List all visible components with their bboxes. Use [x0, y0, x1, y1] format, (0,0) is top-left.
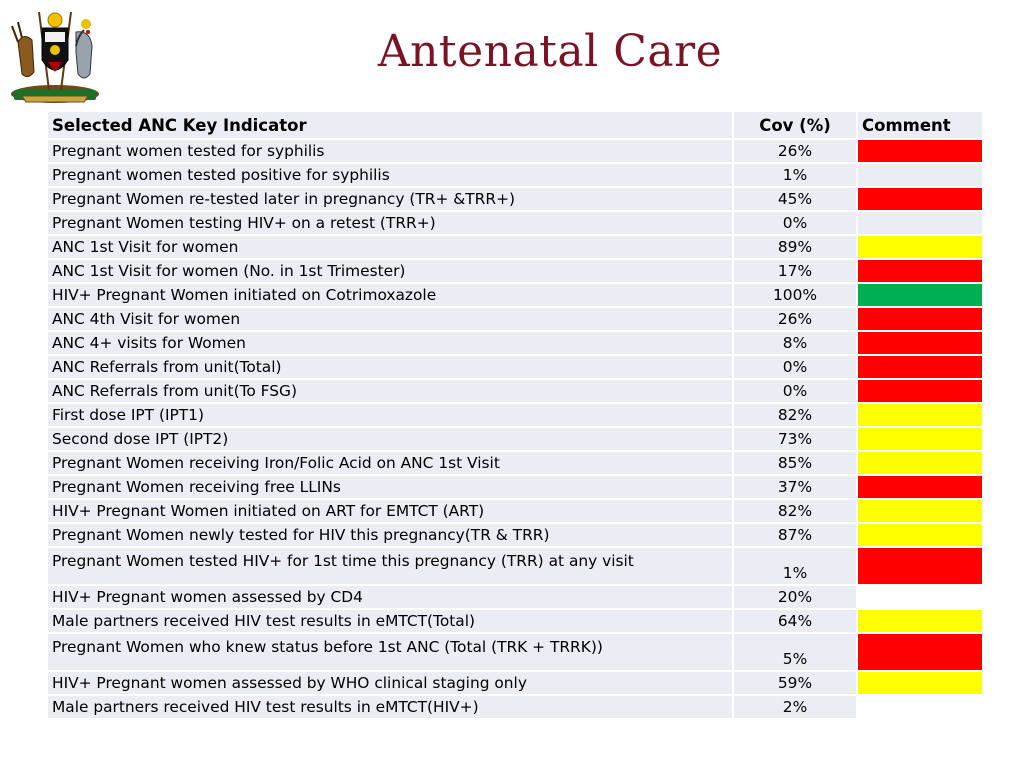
coverage-cell: 64% — [732, 610, 856, 634]
coverage-column-header: Cov (%) — [732, 112, 856, 140]
status-color-cell — [856, 332, 982, 356]
table-row: Pregnant Women newly tested for HIV this… — [48, 524, 982, 548]
coverage-cell: 45% — [732, 188, 856, 212]
status-color-cell — [856, 452, 982, 476]
indicator-cell: ANC 4th Visit for women — [48, 308, 732, 332]
indicator-cell: Second dose IPT (IPT2) — [48, 428, 732, 452]
comment-column-header: Comment — [856, 112, 982, 140]
indicator-cell: Pregnant Women receiving Iron/Folic Acid… — [48, 452, 732, 476]
coverage-cell: 5% — [732, 634, 856, 672]
indicator-cell: Male partners received HIV test results … — [48, 610, 732, 634]
page-title: Antenatal Care — [377, 26, 723, 77]
table-row: First dose IPT (IPT1) 82% — [48, 404, 982, 428]
status-color-cell — [856, 672, 982, 696]
status-color-cell — [856, 188, 982, 212]
table-row: Male partners received HIV test results … — [48, 696, 982, 720]
status-color-cell — [856, 500, 982, 524]
status-color-cell — [856, 380, 982, 404]
indicator-cell: First dose IPT (IPT1) — [48, 404, 732, 428]
indicator-cell: Pregnant Women tested HIV+ for 1st time … — [48, 548, 732, 586]
coverage-cell: 59% — [732, 672, 856, 696]
status-color-cell — [856, 356, 982, 380]
indicator-cell: ANC 1st Visit for women — [48, 236, 732, 260]
indicator-cell: Pregnant Women testing HIV+ on a retest … — [48, 212, 732, 236]
status-color-cell — [856, 610, 982, 634]
indicator-cell: HIV+ Pregnant Women initiated on Cotrimo… — [48, 284, 732, 308]
indicator-cell: HIV+ Pregnant women assessed by WHO clin… — [48, 672, 732, 696]
table-row: Pregnant women tested positive for syphi… — [48, 164, 982, 188]
status-color-cell — [856, 140, 982, 164]
coverage-cell: 89% — [732, 236, 856, 260]
coverage-cell: 0% — [732, 212, 856, 236]
indicator-cell: ANC 1st Visit for women (No. in 1st Trim… — [48, 260, 732, 284]
status-color-cell — [856, 476, 982, 500]
indicator-cell: Male partners received HIV test results … — [48, 696, 732, 720]
coverage-cell: 82% — [732, 500, 856, 524]
table-row: ANC Referrals from unit(Total) 0% — [48, 356, 982, 380]
coverage-cell: 20% — [732, 586, 856, 610]
indicator-cell: HIV+ Pregnant Women initiated on ART for… — [48, 500, 732, 524]
status-color-cell — [856, 548, 982, 586]
status-color-cell — [856, 404, 982, 428]
indicator-cell: Pregnant Women re-tested later in pregna… — [48, 188, 732, 212]
coverage-cell: 87% — [732, 524, 856, 548]
status-color-cell — [856, 164, 982, 188]
indicator-cell: Pregnant Women newly tested for HIV this… — [48, 524, 732, 548]
table-row: HIV+ Pregnant women assessed by CD4 20% — [48, 586, 982, 610]
status-color-cell — [856, 260, 982, 284]
status-color-cell — [856, 212, 982, 236]
table-row: HIV+ Pregnant Women initiated on Cotrimo… — [48, 284, 982, 308]
status-color-cell — [856, 634, 982, 672]
table-row: Pregnant Women receiving free LLINs 37% — [48, 476, 982, 500]
coverage-cell: 100% — [732, 284, 856, 308]
table-row: Pregnant women tested for syphilis 26% — [48, 140, 982, 164]
table-row: Pregnant Women tested HIV+ for 1st time … — [48, 548, 982, 586]
indicator-cell: ANC Referrals from unit(To FSG) — [48, 380, 732, 404]
indicator-cell: Pregnant women tested for syphilis — [48, 140, 732, 164]
table-row: Pregnant Women receiving Iron/Folic Acid… — [48, 452, 982, 476]
status-color-cell — [856, 428, 982, 452]
coverage-cell: 82% — [732, 404, 856, 428]
status-color-cell — [856, 236, 982, 260]
indicator-column-header: Selected ANC Key Indicator — [48, 112, 732, 140]
status-color-cell — [856, 284, 982, 308]
table-row: ANC Referrals from unit(To FSG) 0% — [48, 380, 982, 404]
coverage-cell: 17% — [732, 260, 856, 284]
coat-of-arms-logo — [11, 11, 99, 103]
table-row: HIV+ Pregnant Women initiated on ART for… — [48, 500, 982, 524]
status-color-cell — [856, 308, 982, 332]
table-row: Pregnant Women re-tested later in pregna… — [48, 188, 982, 212]
coverage-cell: 0% — [732, 356, 856, 380]
indicator-cell: ANC Referrals from unit(Total) — [48, 356, 732, 380]
status-color-cell — [856, 696, 982, 720]
table-row: Pregnant Women who knew status before 1s… — [48, 634, 982, 672]
table-row: ANC 4+ visits for Women 8% — [48, 332, 982, 356]
status-color-cell — [856, 586, 982, 610]
coverage-cell: 73% — [732, 428, 856, 452]
indicator-cell: ANC 4+ visits for Women — [48, 332, 732, 356]
coverage-cell: 2% — [732, 696, 856, 720]
coverage-cell: 1% — [732, 164, 856, 188]
table-row: ANC 1st Visit for women 89% — [48, 236, 982, 260]
indicator-cell: HIV+ Pregnant women assessed by CD4 — [48, 586, 732, 610]
table-row: ANC 4th Visit for women 26% — [48, 308, 982, 332]
indicator-cell: Pregnant women tested positive for syphi… — [48, 164, 732, 188]
coverage-cell: 8% — [732, 332, 856, 356]
table-row: ANC 1st Visit for women (No. in 1st Trim… — [48, 260, 982, 284]
table-row: Male partners received HIV test results … — [48, 610, 982, 634]
coverage-cell: 85% — [732, 452, 856, 476]
coverage-cell: 26% — [732, 308, 856, 332]
table-row: Pregnant Women testing HIV+ on a retest … — [48, 212, 982, 236]
indicator-cell: Pregnant Women who knew status before 1s… — [48, 634, 732, 672]
table-header-row: Selected ANC Key Indicator Cov (%) Comme… — [48, 112, 982, 140]
anc-indicator-table: Selected ANC Key Indicator Cov (%) Comme… — [48, 112, 982, 720]
table-row: HIV+ Pregnant women assessed by WHO clin… — [48, 672, 982, 696]
indicator-cell: Pregnant Women receiving free LLINs — [48, 476, 732, 500]
coverage-cell: 1% — [732, 548, 856, 586]
coverage-cell: 26% — [732, 140, 856, 164]
coverage-cell: 37% — [732, 476, 856, 500]
coverage-cell: 0% — [732, 380, 856, 404]
table-row: Second dose IPT (IPT2) 73% — [48, 428, 982, 452]
status-color-cell — [856, 524, 982, 548]
